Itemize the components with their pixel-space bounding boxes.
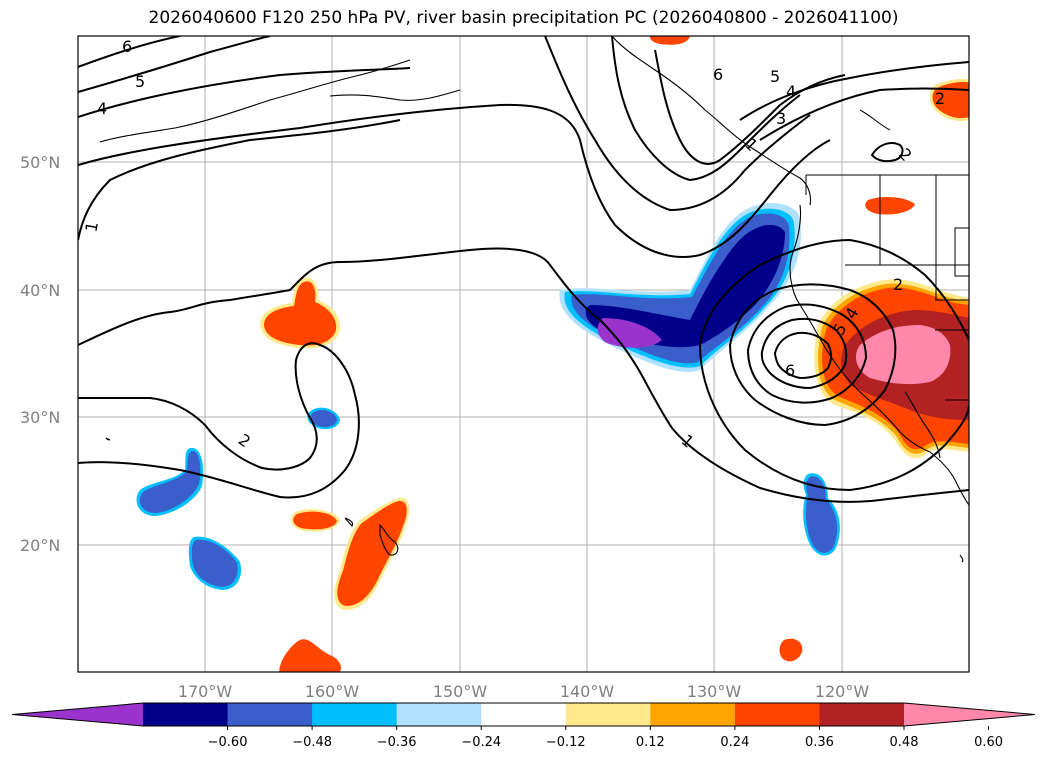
svg-text:40°N: 40°N [20,281,60,300]
positive-anomaly-region-north-pacific [260,277,341,349]
colorbar: −0.60 −0.48 −0.36 −0.24 −0.12 0.12 0.24 0.36 0.4… [11,702,1036,750]
colorbar-segment [143,703,229,726]
svg-text:4: 4 [97,99,107,118]
colorbar-tick-label: 0.60 [974,735,1003,750]
svg-text:50°N: 50°N [20,153,60,172]
page-title: 2026040600 F120 250 hPa PV, river basin … [148,8,899,28]
positive-anomaly-region-alaska [650,36,969,662]
colorbar-tick-label: 0.12 [636,735,665,750]
svg-text:6: 6 [122,37,132,56]
colorbar-tick-label: 0.24 [720,735,749,750]
colorbar-tick-label: −0.36 [377,735,417,750]
negative-anomaly-region-hawaii-north [307,407,340,430]
negative-anomaly-region-west [136,447,242,590]
colorbar-segment [565,703,651,726]
svg-text:160°W: 160°W [305,682,360,701]
svg-text:150°W: 150°W [433,682,488,701]
svg-text:6: 6 [713,65,723,84]
colorbar-segment [734,703,820,726]
coastlines [99,36,969,563]
svg-text:2: 2 [935,89,945,108]
colorbar-tick-label: 0.48 [890,735,919,750]
svg-text:120°W: 120°W [815,682,870,701]
colorbar-segment [396,703,482,726]
colorbar-tick-label: −0.12 [546,735,586,750]
longitude-labels: 170°W 160°W 150°W 140°W 130°W 120°W [178,682,870,701]
svg-text:130°W: 130°W [687,682,742,701]
colorbar-extend-max [904,703,1035,726]
colorbar-tick-label: −0.48 [292,735,332,750]
positive-anomaly-region-hawaii [279,497,410,672]
latitude-labels: 50°N 40°N 30°N 20°N [20,153,60,555]
svg-text:170°W: 170°W [178,682,233,701]
colorbar-segment [227,703,313,726]
pv-contours [78,36,969,503]
colorbar-tick-label: 0.36 [805,735,834,750]
svg-text:5: 5 [770,67,780,86]
svg-text:30°N: 30°N [20,408,60,427]
colorbar-segment [650,703,736,726]
colorbar-tick-label: −0.60 [208,735,248,750]
colorbar-tick-label: −0.24 [461,735,501,750]
svg-text:6: 6 [785,361,795,380]
negative-anomaly-region-baja-offshore [803,473,840,556]
colorbar-extend-min [12,703,143,726]
svg-text:20°N: 20°N [20,536,60,555]
colorbar-segment [312,703,398,726]
svg-text:5: 5 [135,72,145,91]
negative-anomaly-region-pacific [559,203,801,372]
colorbar-segment [481,703,567,726]
svg-text:4: 4 [786,82,796,101]
svg-text:1: 1 [81,220,101,233]
map-border [77,35,970,673]
svg-text:2: 2 [893,275,903,294]
colorbar-segment [819,703,905,726]
colorbar-outline [11,702,1036,727]
svg-text:140°W: 140°W [560,682,615,701]
svg-text:3: 3 [776,109,786,128]
